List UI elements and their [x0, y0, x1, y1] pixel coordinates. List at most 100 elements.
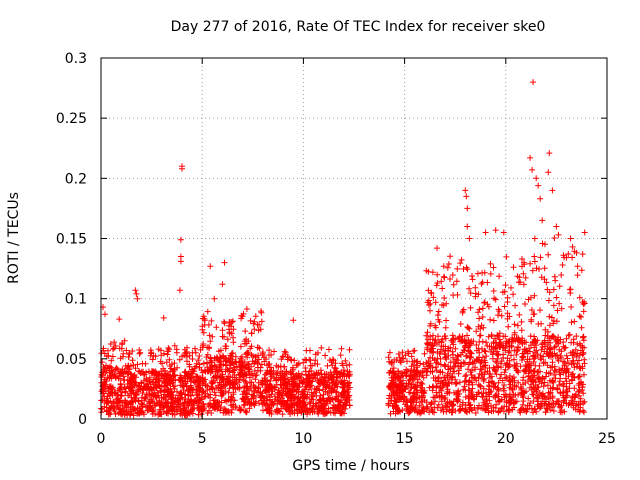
data-point [217, 407, 224, 414]
data-point [296, 408, 303, 414]
x-tick-label: 20 [497, 431, 515, 447]
data-point [302, 365, 309, 371]
data-point [471, 396, 478, 403]
data-point [282, 381, 289, 388]
data-point [315, 406, 322, 413]
data-point [395, 351, 402, 357]
data-point [109, 368, 116, 375]
data-point [550, 400, 557, 407]
data-point [107, 398, 114, 405]
data-point [229, 356, 236, 363]
data-point [326, 346, 332, 353]
data-point [322, 374, 329, 381]
data-point [451, 389, 457, 396]
data-point [577, 378, 584, 385]
data-point [416, 402, 423, 409]
data-point [568, 397, 575, 404]
data-point [529, 391, 536, 398]
data-point [151, 402, 158, 409]
data-point [579, 349, 586, 356]
data-point [531, 235, 538, 242]
data-point [387, 385, 394, 392]
y-tick-label: 0 [78, 412, 87, 428]
data-point [486, 382, 493, 389]
data-point [505, 349, 512, 356]
data-point [433, 383, 440, 389]
data-point [427, 368, 434, 375]
data-point [139, 409, 146, 416]
data-point [217, 366, 224, 373]
data-point [171, 360, 178, 367]
data-point [108, 357, 115, 364]
data-point [115, 391, 122, 398]
data-point [171, 372, 178, 379]
data-point [111, 389, 118, 396]
data-point [185, 387, 192, 393]
data-point [442, 354, 449, 360]
data-point [447, 359, 454, 366]
data-point [460, 386, 467, 393]
data-point [468, 372, 475, 378]
data-point [446, 376, 453, 383]
data-point [580, 333, 587, 340]
data-point [453, 278, 460, 285]
data-point [420, 374, 427, 381]
data-point [226, 329, 233, 336]
data-point [512, 392, 519, 399]
data-point [300, 391, 307, 398]
data-point [532, 382, 539, 389]
data-point [496, 340, 503, 347]
data-point [557, 371, 564, 378]
data-point [550, 408, 557, 414]
data-point [246, 405, 253, 412]
data-point [446, 407, 453, 414]
data-point [531, 405, 538, 412]
data-point [182, 372, 189, 379]
data-point [250, 394, 257, 401]
data-point [237, 343, 244, 350]
data-point [493, 371, 500, 378]
data-point [171, 342, 178, 349]
data-point [524, 358, 531, 365]
data-point [522, 301, 528, 307]
data-point [465, 324, 472, 331]
data-point [547, 364, 554, 371]
data-point [577, 395, 584, 402]
data-point [493, 391, 500, 398]
data-point [329, 373, 336, 380]
data-point [459, 337, 466, 344]
data-point [507, 381, 514, 388]
data-point [578, 324, 585, 331]
data-point [248, 370, 255, 377]
data-point [137, 349, 144, 356]
data-point [537, 307, 543, 314]
data-point [570, 349, 577, 356]
data-point [578, 267, 585, 274]
data-point [502, 282, 509, 289]
data-point [310, 374, 317, 381]
data-point [196, 382, 203, 388]
data-point [293, 362, 300, 369]
data-point [449, 348, 456, 355]
data-point [531, 344, 538, 351]
data-point [128, 384, 135, 391]
data-point [430, 394, 437, 401]
data-point [449, 339, 456, 346]
data-point [232, 403, 239, 410]
data-point [421, 408, 428, 415]
data-point [501, 303, 508, 310]
data-point [285, 404, 292, 411]
data-point [477, 359, 484, 366]
data-point [484, 400, 491, 407]
data-point [545, 394, 552, 401]
data-point [199, 389, 206, 396]
data-point [264, 367, 271, 374]
data-point [242, 407, 249, 414]
data-point [243, 409, 250, 416]
data-point [244, 383, 251, 390]
data-point [576, 373, 582, 380]
data-point [524, 402, 531, 409]
data-point [430, 294, 437, 301]
data-point [509, 335, 516, 341]
